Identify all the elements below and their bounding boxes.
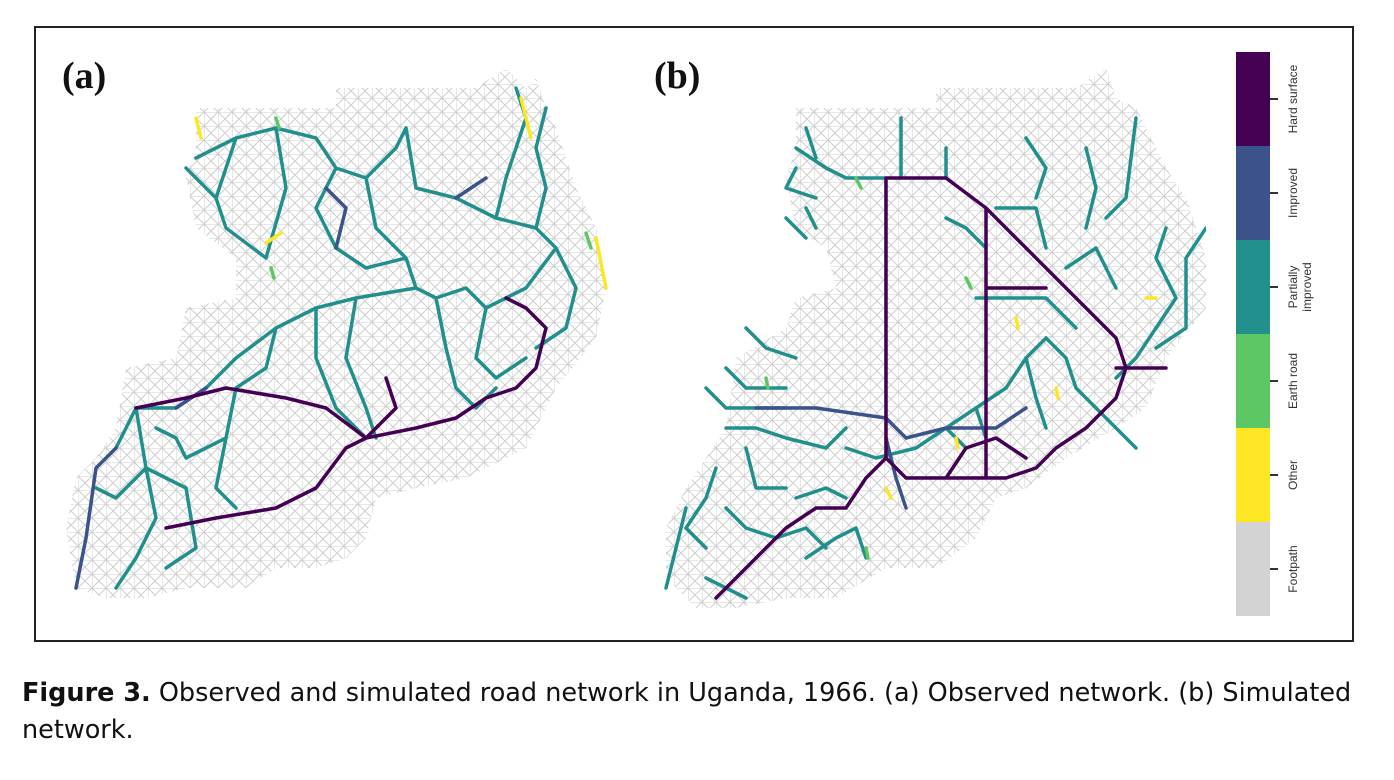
legend-tick [1270,568,1278,570]
legend-tick [1270,380,1278,382]
panel-label-b: (b) [654,55,701,97]
legend-label-partially-improved: Partially improved [1286,262,1314,312]
caption-figure-number: Figure 3. [22,678,151,708]
legend-label-other: Other [1286,460,1300,491]
legend-label-improved: Improved [1286,167,1300,219]
observed-network-map [66,68,608,598]
legend-tick [1270,286,1278,288]
footpath-lattice [66,68,606,598]
legend-tick [1270,192,1278,194]
figure-caption: Figure 3. Observed and simulated road ne… [22,675,1372,749]
legend-label-footpath: Footpath [1286,545,1300,593]
observed-roads [74,86,608,590]
legend: Hard surface Improved Partially improved… [1236,52,1346,622]
footpath-lattice [666,68,1206,608]
simulated-network-map [664,68,1206,608]
legend-swatch-partially-improved [1236,240,1270,334]
legend-tick [1270,98,1278,100]
simulated-roads [664,116,1206,600]
legend-swatch-footpath [1236,522,1270,616]
legend-swatch-hard-surface [1236,52,1270,146]
legend-tick [1270,474,1278,476]
legend-swatch-other [1236,428,1270,522]
legend-swatch-improved [1236,146,1270,240]
legend-label-hard-surface: Hard surface [1286,64,1300,134]
panel-label-a: (a) [62,55,107,97]
legend-label-earth-road: Earth road [1286,352,1300,410]
figure-frame: (a) (b) [34,26,1354,642]
legend-swatch-earth-road [1236,334,1270,428]
caption-text: Observed and simulated road network in U… [22,678,1352,745]
